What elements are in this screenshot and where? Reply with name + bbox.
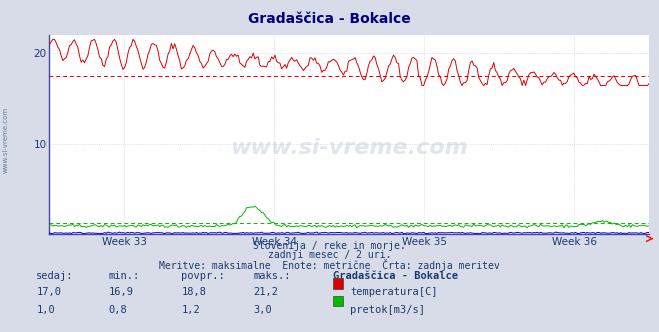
Text: Meritve: maksimalne  Enote: metrične  Črta: zadnja meritev: Meritve: maksimalne Enote: metrične Črta…	[159, 259, 500, 271]
Text: temperatura[C]: temperatura[C]	[350, 287, 438, 297]
Text: Slovenija / reke in morje.: Slovenija / reke in morje.	[253, 241, 406, 251]
Text: 1,2: 1,2	[181, 305, 200, 315]
Text: 1,0: 1,0	[36, 305, 55, 315]
Text: sedaj:: sedaj:	[36, 271, 74, 281]
Text: zadnji mesec / 2 uri.: zadnji mesec / 2 uri.	[268, 250, 391, 260]
Text: 16,9: 16,9	[109, 287, 134, 297]
Text: 18,8: 18,8	[181, 287, 206, 297]
Text: 17,0: 17,0	[36, 287, 61, 297]
Text: povpr.:: povpr.:	[181, 271, 225, 281]
Text: maks.:: maks.:	[254, 271, 291, 281]
Text: www.si-vreme.com: www.si-vreme.com	[2, 106, 9, 173]
Text: 0,8: 0,8	[109, 305, 127, 315]
Text: Gradaščica - Bokalce: Gradaščica - Bokalce	[248, 12, 411, 26]
Text: pretok[m3/s]: pretok[m3/s]	[350, 305, 425, 315]
Text: www.si-vreme.com: www.si-vreme.com	[231, 138, 468, 158]
Text: 21,2: 21,2	[254, 287, 279, 297]
Text: Gradaščica - Bokalce: Gradaščica - Bokalce	[333, 271, 458, 281]
Text: 3,0: 3,0	[254, 305, 272, 315]
Text: min.:: min.:	[109, 271, 140, 281]
